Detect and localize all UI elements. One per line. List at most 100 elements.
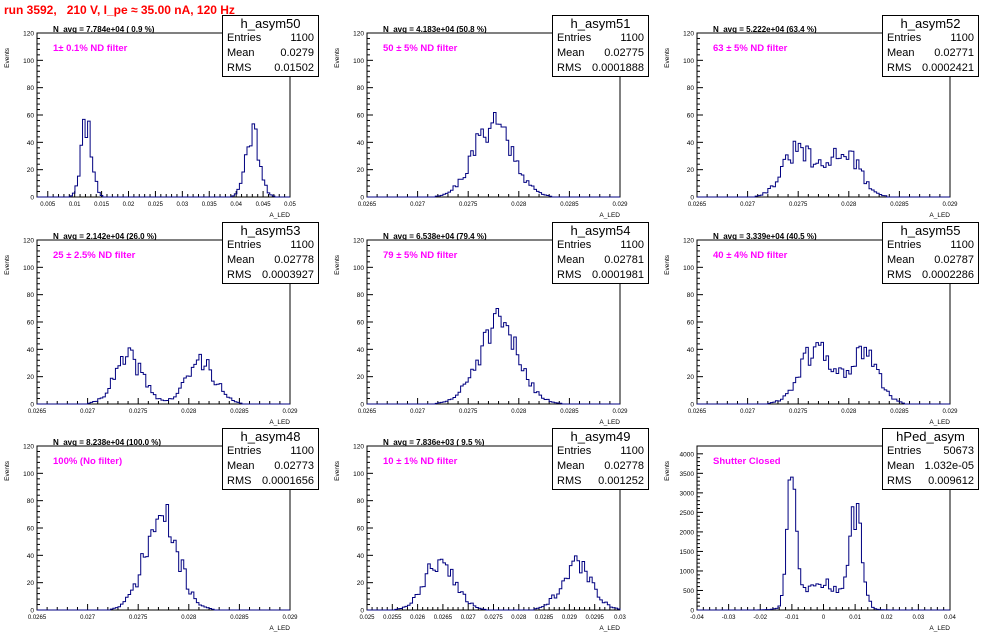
histogram-name: h_asym48 <box>222 428 319 445</box>
y-tick-label: 0 <box>30 402 34 409</box>
filter-label: 63 ± 5% ND filter <box>713 43 788 54</box>
y-tick-label: 20 <box>27 167 35 174</box>
y-axis-label: Events <box>334 47 341 68</box>
stats-label: Entries <box>887 32 922 44</box>
stats-value: 1100 <box>950 239 974 251</box>
y-tick-label: 1500 <box>680 549 695 556</box>
stats-box: Entries 1100 Mean 0.02787 RMS 0.0002286 <box>882 238 979 284</box>
stats-label: Mean <box>557 47 585 59</box>
stats-row-entries: Entries 1100 <box>553 31 648 46</box>
y-tick-label: 80 <box>357 85 365 92</box>
y-tick-label: 3000 <box>680 490 695 497</box>
x-tick-label: 0 <box>822 615 826 621</box>
stats-value: 0.0001981 <box>592 269 644 281</box>
x-tick-label: 0.0285 <box>560 409 579 415</box>
histogram-line <box>367 555 621 611</box>
stats-row-mean: Mean 0.02775 <box>553 46 648 61</box>
x-tick-label: 0.028 <box>511 615 527 621</box>
stats-label: Entries <box>557 239 592 251</box>
stats-value: 0.001252 <box>598 475 644 487</box>
x-tick-label: 0.0255 <box>383 615 402 621</box>
y-tick-label: 100 <box>683 58 694 65</box>
y-tick-label: 20 <box>687 167 695 174</box>
stats-label: Entries <box>227 239 262 251</box>
stats-value: 0.02778 <box>274 254 314 266</box>
y-tick-label: 120 <box>23 31 34 38</box>
y-axis-label: Events <box>4 460 11 481</box>
stats-box: Entries 1100 Mean 0.02773 RMS 0.0001656 <box>222 444 319 490</box>
y-tick-label: 120 <box>683 238 694 245</box>
x-tick-label: 0.029 <box>612 409 628 415</box>
navg-label: N_avg = 8.238e+04 (100.0 %) <box>53 438 162 447</box>
x-axis-label: A_LED <box>269 419 290 426</box>
stats-value: 0.0003927 <box>262 269 314 281</box>
x-tick-label: 0.0285 <box>535 615 554 621</box>
stats-value: 0.0001888 <box>592 62 644 74</box>
y-tick-label: 60 <box>687 320 695 327</box>
y-tick-label: 3500 <box>680 471 695 478</box>
stats-box: Entries 1100 Mean 0.02775 RMS 0.0001888 <box>552 31 649 77</box>
stats-box: Entries 1100 Mean 0.02771 RMS 0.0002421 <box>882 31 979 77</box>
x-tick-label: 0.027 <box>461 615 477 621</box>
y-tick-label: 80 <box>357 292 365 299</box>
x-tick-label: 0.005 <box>40 202 56 208</box>
navg-label: N_avg = 6.538e+04 (79.4 %) <box>383 232 487 241</box>
stats-label: Entries <box>887 445 922 457</box>
y-tick-label: 100 <box>353 58 364 65</box>
stats-label: RMS <box>557 475 582 487</box>
x-tick-label: 0.0275 <box>129 409 148 415</box>
stats-label: Mean <box>557 254 585 266</box>
stats-row-entries: Entries 1100 <box>223 444 318 459</box>
y-tick-label: 60 <box>27 320 35 327</box>
y-tick-label: 80 <box>27 498 35 505</box>
stats-value: 1.032e-05 <box>924 460 974 472</box>
x-tick-label: 0.027 <box>80 409 96 415</box>
stats-label: Mean <box>227 254 255 266</box>
x-tick-label: 0.0285 <box>890 202 909 208</box>
stats-label: Entries <box>557 445 592 457</box>
stats-row-mean: Mean 0.02771 <box>883 46 978 61</box>
y-tick-label: 60 <box>357 320 365 327</box>
histogram-line <box>697 476 950 611</box>
x-axis-label: A_LED <box>599 212 620 219</box>
stats-value: 0.0279 <box>280 47 314 59</box>
stats-label: Mean <box>227 47 255 59</box>
y-tick-label: 80 <box>27 292 35 299</box>
x-tick-label: 0.0285 <box>890 409 909 415</box>
y-tick-label: 100 <box>353 265 364 272</box>
x-tick-label: 0.03 <box>176 202 188 208</box>
x-tick-label: 0.01 <box>849 615 861 621</box>
y-axis-label: Events <box>664 254 671 275</box>
y-tick-label: 4000 <box>680 451 695 458</box>
stats-row-rms: RMS 0.009612 <box>883 474 978 489</box>
x-tick-label: -0.01 <box>785 615 799 621</box>
stats-row-rms: RMS 0.0001656 <box>223 474 318 489</box>
stats-label: Entries <box>557 32 592 44</box>
y-tick-label: 40 <box>357 347 365 354</box>
histogram-plot: 0 20 40 60 80 100 120 0.0265 0.027 0.0275 0.028 0.0… <box>664 31 958 220</box>
x-tick-label: -0.02 <box>753 615 767 621</box>
x-tick-label: 0.025 <box>359 615 375 621</box>
x-tick-label: 0.0265 <box>28 409 47 415</box>
x-tick-label: 0.0285 <box>230 409 249 415</box>
x-tick-label: 0.05 <box>284 202 296 208</box>
y-tick-label: 0 <box>690 608 694 615</box>
y-tick-label: 20 <box>357 167 365 174</box>
stats-value: 0.02775 <box>604 47 644 59</box>
x-tick-label: 0.0265 <box>358 202 377 208</box>
histogram-panel-h_asym55: 0 20 40 60 80 100 120 0.0265 0.027 0.0275 0.028 0.0… <box>660 222 990 428</box>
x-tick-label: 0.0265 <box>358 409 377 415</box>
y-tick-label: 60 <box>687 113 695 120</box>
histogram-panel-h_asym50: 0 20 40 60 80 100 120 0.005 0.01 0.015 0.02 0.025 0.… <box>0 15 330 221</box>
y-tick-label: 20 <box>27 580 35 587</box>
filter-label: 100% (No filter) <box>53 456 123 467</box>
stats-label: RMS <box>887 269 912 281</box>
x-tick-label: 0.029 <box>942 409 958 415</box>
stats-row-mean: Mean 0.0279 <box>223 46 318 61</box>
stats-value: 1100 <box>290 239 314 251</box>
y-tick-label: 2000 <box>680 529 695 536</box>
x-axis-label: A_LED <box>269 625 290 632</box>
y-tick-label: 20 <box>357 580 365 587</box>
x-tick-label: 0.0275 <box>789 202 808 208</box>
x-tick-label: 0.028 <box>841 409 857 415</box>
